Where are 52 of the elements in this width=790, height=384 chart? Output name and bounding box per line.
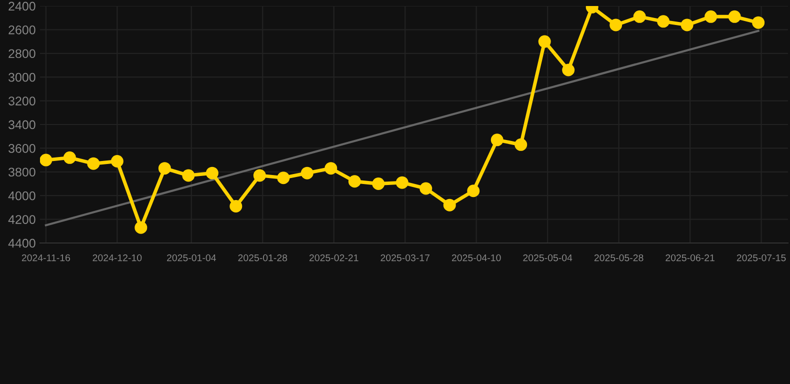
point [324, 162, 338, 175]
point [514, 138, 528, 151]
point [277, 172, 290, 184]
x-tick-label: 2025-02-21 [309, 254, 358, 262]
y-tick-label: 3200 [8, 96, 36, 106]
point [396, 176, 408, 189]
y-tick-label: 3400 [8, 120, 36, 130]
point [562, 64, 575, 76]
y-tick-label: 4200 [8, 215, 36, 224]
point [87, 157, 100, 170]
y-tick-label: 3800 [8, 168, 36, 177]
point [443, 198, 456, 212]
point [348, 175, 361, 188]
point [300, 166, 314, 180]
x-tick-label: 2025-07-15 [736, 254, 786, 262]
y-tick-label: 3000 [8, 72, 36, 82]
y-tick-label: 4000 [8, 191, 36, 200]
point [633, 10, 646, 23]
x-tick-label: 2025-01-04 [167, 254, 216, 262]
x-tick-label: 2024-12-10 [92, 254, 142, 262]
x-tick-label: 2025-05-28 [594, 254, 644, 262]
point [752, 16, 765, 29]
point [253, 169, 266, 182]
point [182, 169, 195, 182]
point [657, 15, 670, 28]
point [372, 178, 385, 190]
x-tick-label: 2025-04-10 [452, 254, 501, 262]
point [490, 134, 504, 146]
x-tick-label: 2025-06-21 [666, 254, 714, 262]
point [110, 154, 124, 168]
point [40, 154, 52, 166]
point [230, 200, 242, 213]
point [206, 166, 218, 180]
y-tick-label: 2600 [8, 26, 36, 34]
point [610, 18, 622, 32]
point [728, 10, 741, 23]
point [158, 162, 171, 175]
y-tick-label: 4400 [8, 238, 36, 248]
x-tick-label: 2025-03-17 [380, 254, 430, 262]
point [467, 184, 480, 198]
point [704, 10, 718, 23]
point [680, 18, 694, 32]
point [420, 182, 432, 195]
point [538, 35, 551, 48]
x-tick-label: 2025-01-28 [238, 254, 288, 262]
x-tick-label: 2025-05-04 [523, 254, 572, 262]
y-tick-label: 2400 [8, 2, 36, 11]
point [134, 221, 148, 234]
y-tick-label: 3600 [8, 144, 36, 153]
point [63, 151, 76, 164]
y-tick-label: 2800 [8, 49, 36, 58]
x-tick-label: 2024-11-16 [22, 254, 70, 262]
